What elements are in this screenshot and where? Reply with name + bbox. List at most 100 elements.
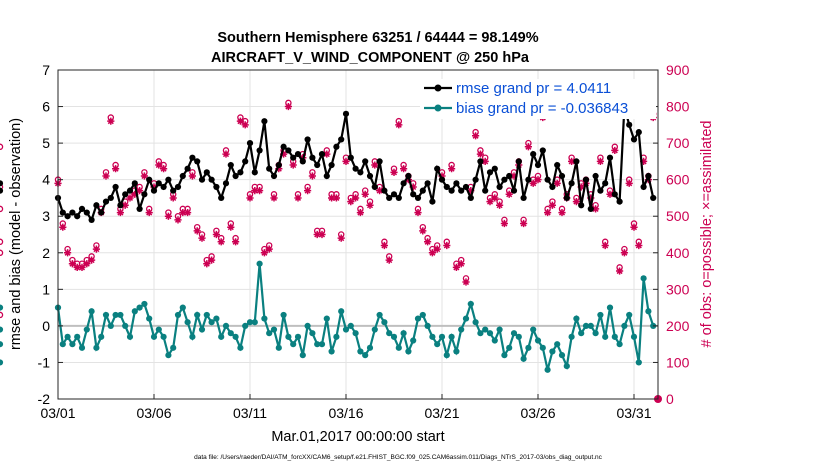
assimilated-count-point (227, 223, 235, 231)
bias-point (338, 308, 345, 315)
assimilated-count-point (275, 165, 283, 173)
legend-bias-marker (434, 104, 442, 112)
bias-point (606, 304, 614, 311)
rmse-point (405, 172, 412, 180)
assimilated-count-point (342, 157, 350, 165)
chart-title-line1: Southern Hemisphere 63251 / 64444 = 98.1… (217, 30, 538, 46)
assimilated-count-point (606, 190, 614, 198)
assimilated-count-point (601, 241, 609, 250)
rmse-point (338, 136, 345, 143)
rmse-point (448, 187, 455, 194)
rmse-point (429, 198, 436, 205)
bias-point (59, 341, 66, 348)
bias-point (218, 333, 225, 340)
bias-point (83, 326, 90, 333)
rmse-point (395, 194, 402, 202)
bias-point (448, 333, 455, 340)
rmse-point (251, 169, 258, 176)
bias-point (222, 322, 230, 329)
assimilated-count-point (625, 179, 633, 187)
assimilated-count-point (620, 249, 628, 257)
rmse-point (486, 169, 494, 176)
y-tick-label: -1 (38, 354, 51, 370)
bias-point (400, 330, 407, 337)
bias-point (136, 304, 143, 311)
y2-tick-label: 800 (666, 99, 690, 115)
rmse-point (280, 143, 287, 150)
rmse-point (266, 165, 273, 172)
rmse-point (155, 180, 162, 187)
bias-point (170, 344, 177, 351)
assimilated-count-point (452, 263, 460, 271)
rmse-point (357, 169, 364, 176)
bias-point (366, 344, 374, 351)
bias-point (342, 326, 350, 333)
bias-point (501, 352, 508, 359)
rmse-point (227, 161, 234, 169)
bias-point (630, 333, 638, 340)
bias-point (107, 322, 114, 329)
bias-point (626, 311, 633, 319)
bias-point (453, 348, 460, 355)
assimilated-count-point (361, 190, 369, 198)
rmse-point (222, 180, 230, 187)
rmse-point (400, 180, 407, 187)
rmse-point (98, 209, 105, 216)
assimilated-count-point (577, 183, 585, 191)
rmse-point (122, 191, 129, 198)
bias-point (0, 341, 4, 348)
bias-point (304, 322, 311, 329)
rmse-point (342, 110, 350, 117)
rmse-point (208, 176, 215, 183)
assimilated-count-point (371, 161, 379, 169)
rmse-point (544, 176, 551, 183)
bias-point (496, 326, 503, 333)
assimilated-count-point (529, 179, 537, 187)
assimilated-count-point (131, 190, 139, 198)
bias-point (482, 326, 489, 333)
x-tick-label: 03/16 (328, 405, 363, 421)
rmse-point (333, 143, 340, 150)
rmse-point (184, 165, 191, 172)
assimilated-count-point (472, 132, 480, 140)
rmse-point (107, 194, 114, 202)
rmse-point (299, 158, 306, 165)
y-tick-label: 3 (42, 208, 50, 224)
bias-point (405, 348, 412, 355)
assimilated-count-point (203, 260, 211, 268)
y-tick-label: 7 (42, 62, 50, 78)
bias-point (0, 326, 4, 333)
bias-point (150, 333, 158, 340)
y-tick-label: 5 (42, 135, 50, 151)
assimilated-count-point (59, 223, 67, 231)
rmse-point (0, 180, 4, 187)
bias-point (146, 315, 153, 322)
assimilated-count-point (150, 183, 158, 191)
assimilated-count-point (188, 172, 196, 180)
bias-point (64, 333, 71, 340)
assimilated-count-point (433, 245, 441, 253)
possible-count-point (0, 143, 4, 151)
bias-point (189, 333, 196, 340)
assimilated-count-point (385, 256, 393, 264)
y-tick-label: 2 (42, 245, 50, 261)
rmse-point (141, 191, 148, 198)
rmse-point (549, 183, 556, 191)
y-tick-label: 0 (42, 318, 50, 334)
bias-point (462, 315, 470, 322)
assimilated-count-point (534, 176, 542, 184)
bias-point (122, 322, 129, 329)
assimilated-count-point (572, 198, 580, 206)
bias-point (371, 326, 378, 333)
rmse-point (150, 187, 158, 194)
bias-point (102, 311, 110, 319)
bias-point (530, 326, 537, 333)
assimilated-count-point (380, 241, 388, 250)
rmse-point (309, 154, 316, 161)
bias-point (597, 311, 604, 319)
rmse-point (136, 205, 143, 213)
assimilated-count-point (424, 238, 432, 246)
rmse-point (506, 172, 513, 180)
rmse-point (189, 154, 196, 161)
